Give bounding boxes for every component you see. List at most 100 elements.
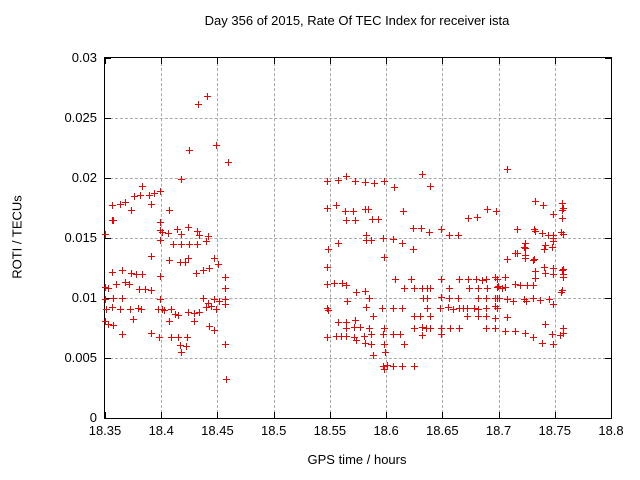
data-point	[101, 317, 109, 325]
data-point	[384, 362, 392, 370]
data-point	[463, 305, 471, 313]
data-point	[410, 245, 418, 253]
data-point	[375, 215, 383, 223]
data-point	[351, 216, 359, 224]
data-point	[333, 332, 341, 340]
data-point	[335, 319, 343, 327]
x-tick-mark	[611, 412, 612, 418]
data-point	[532, 267, 540, 275]
data-point	[148, 253, 156, 261]
data-point	[397, 331, 405, 339]
data-point	[104, 285, 112, 293]
data-point	[557, 331, 564, 339]
y-tick-mark	[105, 358, 111, 359]
y-tick-label: 0.01	[71, 290, 97, 305]
data-point	[537, 297, 545, 305]
data-point	[479, 276, 487, 284]
x-tick-label: 18.7	[485, 423, 512, 438]
data-point	[455, 276, 463, 284]
data-point	[213, 141, 221, 149]
data-point	[361, 205, 369, 213]
y-tick-mark	[105, 418, 111, 419]
data-point	[183, 342, 191, 350]
y-tick-label: 0.005	[64, 350, 97, 365]
data-point	[156, 219, 164, 227]
data-point	[109, 201, 117, 209]
data-point	[203, 237, 211, 245]
y-tick-mark	[105, 58, 111, 59]
data-point	[550, 238, 558, 246]
data-point	[363, 303, 371, 311]
data-point	[501, 283, 509, 291]
data-point	[437, 331, 445, 339]
data-point	[381, 366, 389, 374]
data-point	[194, 101, 202, 109]
data-point	[498, 284, 506, 292]
data-point	[446, 324, 454, 332]
data-point	[550, 231, 558, 239]
data-point	[109, 268, 117, 276]
data-point	[454, 294, 462, 302]
data-point	[324, 263, 332, 271]
data-point	[371, 179, 379, 187]
data-point	[545, 296, 553, 304]
data-point	[379, 304, 387, 312]
data-point	[400, 284, 408, 292]
data-point	[514, 226, 522, 234]
data-point	[199, 267, 207, 275]
x-tick-label: 18.65	[426, 423, 459, 438]
data-point	[182, 258, 190, 266]
data-point	[158, 229, 166, 237]
y-tick-mark	[605, 358, 611, 359]
data-point	[174, 225, 182, 233]
data-point	[341, 208, 349, 216]
data-point	[155, 333, 163, 341]
data-point	[352, 337, 360, 345]
data-point	[455, 232, 463, 240]
data-point	[483, 205, 491, 213]
data-point	[559, 325, 567, 333]
data-point	[203, 304, 211, 312]
data-point	[424, 305, 432, 313]
data-point	[418, 285, 426, 293]
data-point	[437, 294, 445, 302]
data-point	[475, 313, 483, 321]
y-tick-label: 0.02	[71, 170, 97, 185]
data-point	[137, 191, 145, 199]
data-point	[166, 257, 174, 265]
data-point	[541, 320, 549, 328]
data-point	[136, 285, 144, 293]
data-point	[126, 281, 134, 289]
data-point	[558, 287, 566, 295]
data-point	[204, 299, 212, 307]
data-point	[335, 239, 343, 247]
data-point	[104, 320, 112, 328]
data-point	[343, 173, 351, 181]
data-point	[134, 304, 142, 312]
data-point	[473, 213, 481, 221]
chart-title: Day 356 of 2015, Rate Of TEC Index for r…	[204, 13, 510, 28]
data-point	[110, 217, 118, 225]
x-tick-mark	[554, 58, 556, 64]
data-point	[342, 332, 350, 340]
data-point	[417, 313, 425, 321]
data-point	[365, 294, 373, 302]
data-point	[195, 308, 203, 316]
data-point	[117, 200, 125, 208]
data-point	[549, 331, 557, 339]
data-point	[335, 176, 343, 184]
data-point	[127, 305, 135, 313]
data-point	[343, 325, 351, 333]
data-point	[427, 313, 435, 321]
data-point	[522, 297, 530, 305]
data-point	[156, 237, 164, 245]
data-point	[493, 304, 501, 312]
data-point	[158, 305, 166, 313]
data-point	[423, 324, 431, 332]
data-point	[492, 295, 500, 303]
data-point	[324, 246, 332, 254]
data-point	[390, 362, 398, 370]
data-point	[502, 274, 510, 282]
data-point	[204, 92, 212, 100]
y-tick-mark	[605, 238, 611, 239]
